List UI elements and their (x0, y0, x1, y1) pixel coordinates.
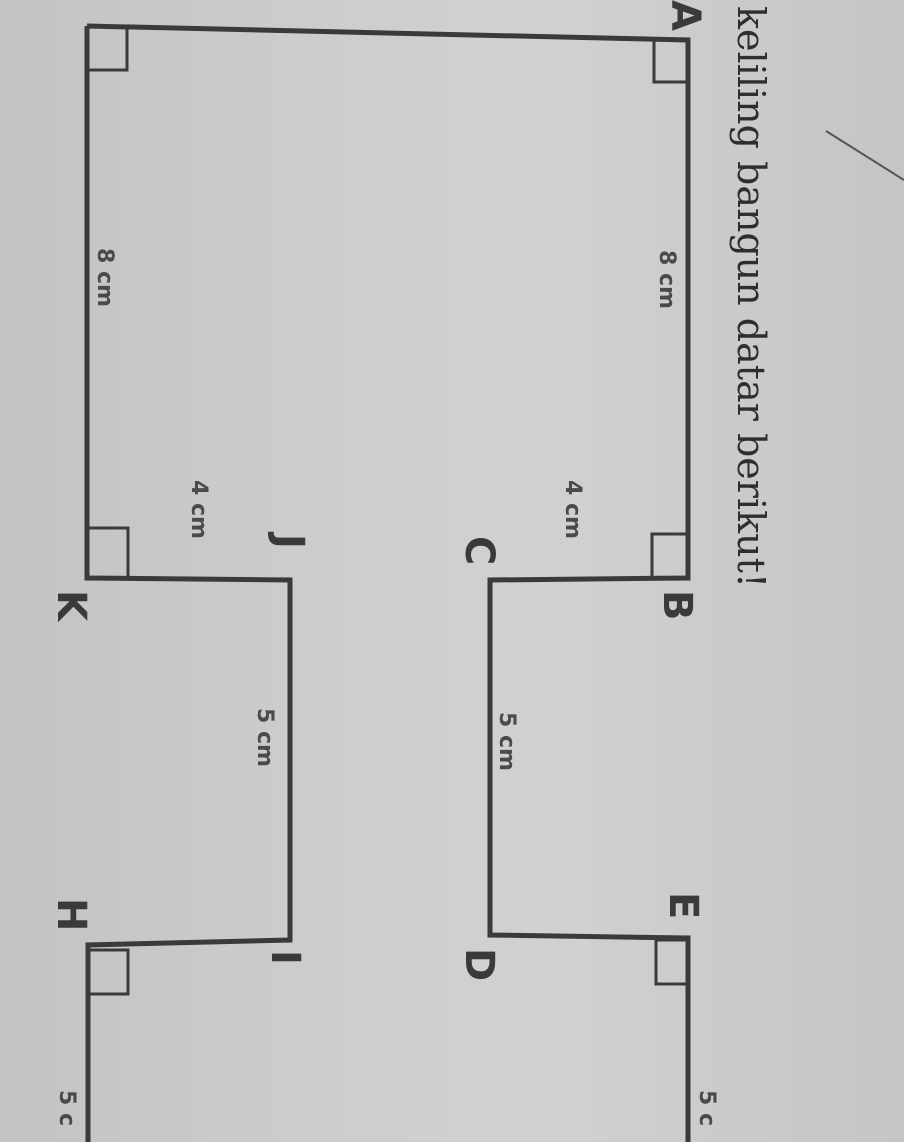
vertex-label-h: H (48, 898, 94, 931)
vertex-label-c: C (456, 536, 502, 565)
dimension-label-ij: 5 cm (252, 708, 277, 767)
right-angle-marker-h (90, 948, 130, 996)
vertex-label-k: K (48, 590, 94, 623)
vertex-label-i: I (262, 950, 308, 965)
dimension-label-partial-right: 5 c (694, 1090, 719, 1126)
dimension-label-ab: 8 cm (654, 250, 679, 309)
shape-outline-left (84, 26, 293, 1142)
vertex-label-a: A (662, 0, 708, 31)
vertex-label-j: J (266, 531, 312, 549)
dimension-label-jk: 4 cm (186, 480, 211, 539)
instruction-text: keliling bangun datar berikut! (729, 6, 773, 588)
vertex-label-d: D (456, 948, 502, 981)
shape-outline-right (86, 23, 691, 1142)
right-angle-marker-k (89, 526, 130, 578)
dimension-label-partial-left: 5 c (54, 1090, 79, 1126)
right-angle-marker-top-right (652, 40, 686, 84)
right-angle-marker-b (650, 532, 686, 578)
dimension-label-ak: 8 cm (92, 248, 117, 307)
dimension-label-cd: 5 cm (494, 712, 519, 771)
right-angle-marker-a (87, 28, 129, 72)
pencil-mark (825, 130, 904, 181)
right-angle-marker-e (654, 938, 686, 986)
dimension-label-bc: 4 cm (560, 480, 585, 539)
vertex-label-e: E (660, 892, 706, 919)
vertex-label-b: B (654, 590, 700, 621)
